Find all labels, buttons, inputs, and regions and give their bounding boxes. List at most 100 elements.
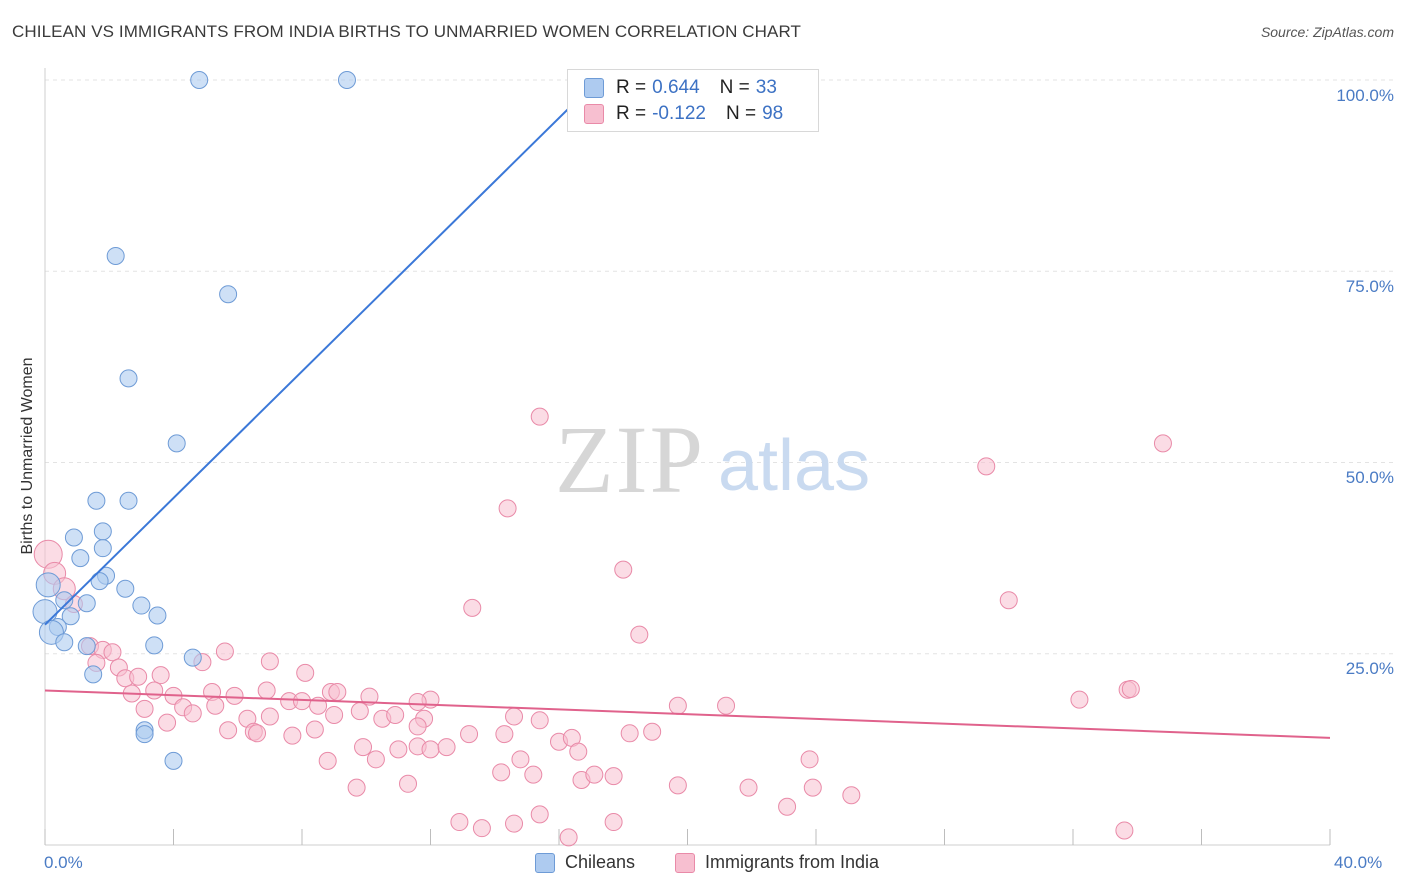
india-swatch-icon: [584, 104, 604, 124]
india-point: [1070, 690, 1089, 709]
chileans-point: [55, 633, 74, 652]
y-tick-label-100: 100.0%: [1336, 86, 1394, 105]
india-point: [151, 666, 170, 685]
legend-label-chileans: Chileans: [565, 852, 636, 872]
india-point: [318, 751, 337, 770]
india-point: [1121, 679, 1140, 698]
india-point: [999, 591, 1018, 610]
chileans-point: [61, 607, 80, 626]
chileans-point: [135, 725, 154, 744]
india-n-value: 98: [762, 103, 784, 124]
legend-row-chileans: R = 0.644 N = 33: [584, 76, 777, 100]
chileans-point: [167, 434, 186, 453]
watermark-zip: ZIP: [555, 406, 705, 513]
india-point: [492, 763, 511, 782]
india-point: [463, 598, 482, 617]
india-point: [350, 702, 369, 721]
legend-item-chileans[interactable]: Chileans: [535, 852, 635, 873]
chileans-trend-line: [44, 79, 599, 626]
source-label: Source: ZipAtlas.com: [1260, 24, 1394, 40]
india-point: [103, 643, 122, 662]
x-tick-label-min: 0.0%: [44, 853, 83, 872]
india-point: [389, 740, 408, 759]
watermark: ZIP atlas: [555, 406, 870, 513]
india-point: [421, 740, 440, 759]
chileans-point: [183, 648, 202, 667]
india-point: [604, 767, 623, 786]
india-point: [360, 687, 379, 706]
chileans-point: [64, 528, 83, 547]
chileans-point: [190, 71, 209, 89]
india-point: [129, 667, 148, 686]
chileans-point: [87, 491, 106, 510]
india-point: [257, 681, 276, 700]
india-point: [408, 717, 427, 736]
india-point: [283, 726, 302, 745]
india-point: [800, 750, 819, 769]
india-point: [328, 683, 347, 701]
chileans-point: [145, 636, 164, 655]
india-point: [399, 774, 418, 793]
n-label: N =: [719, 77, 750, 98]
chileans-point: [93, 539, 112, 558]
india-point: [450, 813, 469, 832]
india-point: [225, 686, 244, 705]
chileans-point: [55, 591, 74, 610]
india-point: [559, 828, 578, 847]
chileans-point: [116, 579, 135, 598]
india-point: [668, 696, 687, 715]
india-point: [408, 692, 427, 711]
india-point: [530, 711, 549, 730]
india-point: [158, 713, 177, 732]
trend-lines: [44, 79, 1331, 739]
chileans-point: [132, 596, 151, 615]
chileans-point: [119, 491, 138, 510]
india-point: [366, 750, 385, 769]
india-point: [354, 738, 373, 757]
india-point: [219, 721, 238, 740]
india-point: [145, 681, 164, 700]
chileans-point: [164, 751, 183, 770]
axes: [44, 68, 1331, 846]
chileans-r-value: 0.644: [652, 77, 700, 98]
chileans-n-value: 33: [755, 77, 777, 98]
chart-title: CHILEAN VS IMMIGRANTS FROM INDIA BIRTHS …: [12, 22, 802, 41]
india-point: [1153, 434, 1172, 453]
india-r-value: -0.122: [652, 103, 706, 124]
series-chileans: [32, 71, 768, 770]
chileans-legend-swatch-icon: [535, 852, 555, 873]
chileans-point: [77, 594, 96, 613]
chileans-point: [93, 522, 112, 541]
chileans-point: [219, 285, 238, 304]
india-point: [215, 642, 234, 661]
india-point: [505, 814, 524, 833]
india-legend-swatch-icon: [675, 852, 695, 873]
chileans-point: [35, 572, 61, 598]
grid-lines: [45, 79, 1393, 655]
india-point: [620, 724, 639, 743]
india-point: [296, 663, 315, 682]
legend-item-india[interactable]: Immigrants from India: [675, 852, 879, 873]
india-point: [643, 722, 662, 741]
series-immigrants-from-india: [33, 407, 1172, 847]
y-tick-label-75: 75.0%: [1345, 277, 1394, 296]
legend-label-india: Immigrants from India: [705, 852, 880, 872]
chileans-point: [337, 71, 356, 89]
india-point: [386, 705, 405, 724]
india-trend-line: [44, 689, 1331, 739]
chileans-point: [106, 246, 125, 265]
chileans-point: [84, 665, 103, 684]
india-point: [305, 720, 324, 739]
x-tick-label-max: 40.0%: [1334, 853, 1383, 872]
india-point: [135, 699, 154, 718]
india-point: [530, 407, 549, 426]
stats-legend: R = 0.644 N = 33 R = -0.122 N = 98: [567, 69, 819, 132]
india-point: [293, 692, 311, 711]
series-legend: Chileans Immigrants from India: [0, 852, 1406, 876]
india-point: [630, 625, 649, 644]
india-point: [248, 724, 267, 743]
n-label: N =: [725, 103, 757, 124]
india-point: [530, 805, 549, 824]
y-tick-label-25: 25.0%: [1345, 659, 1394, 678]
